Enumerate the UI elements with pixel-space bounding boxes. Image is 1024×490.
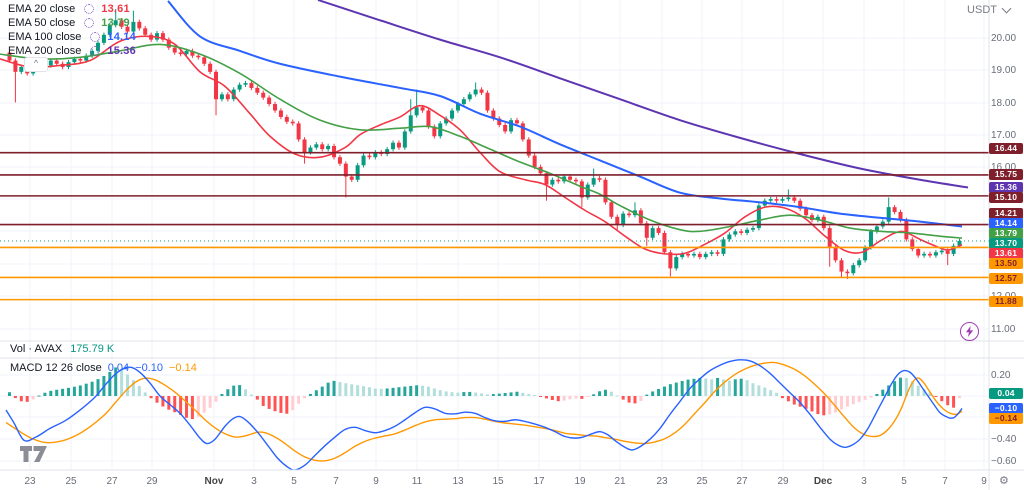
time-axis-label: 3: [861, 476, 867, 487]
price-line-badge[interactable]: 15.10: [989, 191, 1023, 203]
currency-label: USDT: [967, 4, 997, 16]
price-axis-label[interactable]: 20.00: [991, 33, 1017, 44]
price-line-badge[interactable]: 13.70: [989, 237, 1023, 249]
time-axis-label: 27: [106, 476, 118, 487]
indicator-settings-icon[interactable]: [84, 18, 95, 28]
time-axis-label: 27: [736, 476, 748, 487]
time-axis-label: 5: [901, 476, 907, 487]
price-axis-label[interactable]: 11.00: [991, 324, 1016, 335]
time-axis-label: 29: [146, 476, 158, 487]
price-line-badge[interactable]: −0.10: [989, 402, 1023, 414]
macd-value: −0.10: [135, 362, 163, 374]
time-axis-label: 25: [696, 476, 708, 487]
indicator-value: 13.79: [101, 17, 130, 29]
price-line-badge[interactable]: 13.61: [989, 247, 1023, 259]
price-axis-label[interactable]: −0.60: [991, 456, 1017, 467]
price-line-badge[interactable]: 16.44: [989, 142, 1023, 154]
ema-lines: [0, 0, 969, 256]
indicator-name: EMA 200 close: [8, 45, 82, 57]
quick-trade-button[interactable]: [960, 322, 979, 341]
price-axis-label[interactable]: −0.40: [991, 434, 1017, 445]
macd-values: 0.04 −0.10 −0.14: [108, 362, 203, 374]
price-line-badge[interactable]: 13.79: [989, 227, 1023, 239]
indicator-name: EMA 20 close: [8, 3, 76, 15]
time-axis-label: 19: [574, 476, 586, 487]
time-axis-label: 9: [981, 476, 987, 487]
price-axis-label[interactable]: 19.00: [991, 65, 1017, 76]
price-axis-label[interactable]: 16.00: [991, 162, 1017, 173]
price-axis-label[interactable]: 17.00: [991, 130, 1017, 141]
macd-legend: MACD 12 26 close 0.04 −0.10 −0.14: [10, 362, 209, 374]
time-axis-label: 7: [333, 476, 339, 487]
price-line-badge[interactable]: 14.21: [989, 207, 1023, 219]
indicator-row-ema20[interactable]: EMA 20 close 13.61: [8, 2, 136, 16]
indicator-name: EMA 50 close: [8, 17, 76, 29]
time-axis-label: 9: [373, 476, 379, 487]
time-axis-label: 11: [411, 476, 423, 487]
macd-value: 0.04: [107, 362, 130, 374]
price-axis-label[interactable]: 0.20: [991, 370, 1011, 381]
time-axis-label: 21: [614, 476, 626, 487]
price-line-badge[interactable]: 0.04: [989, 387, 1023, 399]
time-axis-label: 13: [452, 476, 464, 487]
macd-label: MACD 12 26 close: [10, 362, 102, 374]
price-line-badge[interactable]: −0.14: [989, 412, 1023, 424]
indicator-settings-icon[interactable]: [90, 32, 101, 42]
price-axis-label[interactable]: 18.00: [991, 98, 1017, 109]
macd-layer: [5, 359, 963, 470]
currency-dropdown[interactable]: USDT: [967, 3, 1012, 16]
time-axis-label: 17: [533, 476, 545, 487]
indicator-settings-icon[interactable]: [90, 46, 101, 56]
time-axis-label: Dec: [813, 476, 833, 487]
price-line-badge[interactable]: 15.36: [989, 181, 1023, 193]
price-line-badge[interactable]: 14.14: [989, 217, 1023, 229]
price-line-badge[interactable]: 12.57: [989, 272, 1023, 284]
time-axis-label: 23: [24, 476, 36, 487]
time-axis-label: 23: [656, 476, 668, 487]
time-axis-label: Nov: [204, 476, 224, 487]
indicator-legend: EMA 20 close 13.61 EMA 50 close 13.79 EMA 10…: [8, 2, 136, 58]
tradingview-logo[interactable]: [20, 446, 48, 471]
time-axis-label: 7: [942, 476, 948, 487]
indicator-settings-icon[interactable]: [84, 4, 95, 14]
legend-collapse-button[interactable]: ^: [24, 57, 48, 72]
indicator-value: 14.14: [107, 31, 136, 43]
indicator-value: 13.61: [101, 3, 130, 15]
candles-layer: [7, 9, 962, 280]
axis-settings-gear-icon[interactable]: ⚙: [999, 474, 1009, 487]
time-axis-label: 25: [65, 476, 77, 487]
indicator-row-ema200[interactable]: EMA 200 close 15.36: [8, 44, 136, 58]
price-line-badge[interactable]: 11.88: [989, 295, 1023, 307]
price-line-badge[interactable]: 13.50: [989, 257, 1023, 269]
time-axis-label: 3: [251, 476, 257, 487]
volume-legend: Vol · AVAX 175.79 K: [10, 343, 114, 355]
indicator-value: 15.36: [107, 45, 136, 57]
chevron-down-icon: [1001, 3, 1012, 14]
indicator-name: EMA 100 close: [8, 31, 82, 43]
horizontal-price-lines: [0, 151, 989, 301]
price-line-badge[interactable]: 15.75: [989, 168, 1023, 180]
grid-lines: [0, 0, 989, 470]
time-axis-label: 15: [492, 476, 504, 487]
volume-value: 175.79 K: [70, 343, 115, 355]
indicator-row-ema50[interactable]: EMA 50 close 13.79: [8, 16, 136, 30]
time-axis-label: 5: [291, 476, 297, 487]
volume-label: Vol · AVAX: [10, 343, 63, 355]
lightning-icon: [966, 326, 974, 337]
indicator-row-ema100[interactable]: EMA 100 close 14.14: [8, 30, 136, 44]
macd-value: −0.14: [168, 362, 197, 374]
time-axis-label: 29: [777, 476, 789, 487]
